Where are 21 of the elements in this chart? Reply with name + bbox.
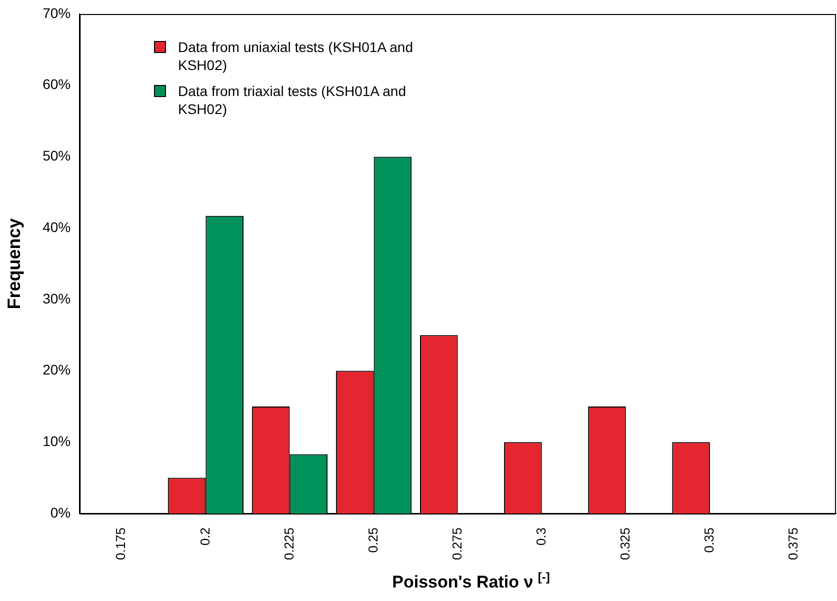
x-tick-label: 0.25 <box>365 527 380 553</box>
x-tick-label: 0.2 <box>197 527 212 546</box>
y-tick-label: 30% <box>42 290 71 306</box>
y-axis-title: Frequency <box>4 218 24 310</box>
y-tick-label: 60% <box>42 76 71 92</box>
x-tick-label: 0.3 <box>533 527 548 546</box>
legend-label: Data from uniaxial tests (KSH01A and KSH02) <box>178 38 414 74</box>
x-axis-title: Poisson's Ratio ν $^{[-]}$ <box>391 570 551 593</box>
y-tick-label: 70% <box>42 4 71 21</box>
y-tick-label: 20% <box>42 362 71 378</box>
x-tick-label: 0.275 <box>449 527 464 560</box>
legend-label: Data from triaxial tests (KSH01A and KSH02) <box>178 82 407 118</box>
y-tick-label: 50% <box>42 148 71 164</box>
x-tick-label: 0.225 <box>281 527 296 560</box>
x-tick-label: 0.175 <box>113 527 128 560</box>
y-tick-label: 0% <box>50 504 71 520</box>
x-tick-label: 0.325 <box>617 527 632 560</box>
y-tick-label: 10% <box>42 432 71 449</box>
x-tick-label: 0.35 <box>702 527 717 553</box>
x-tick-label: 0.375 <box>786 527 801 560</box>
y-tick-label: 40% <box>42 218 71 235</box>
